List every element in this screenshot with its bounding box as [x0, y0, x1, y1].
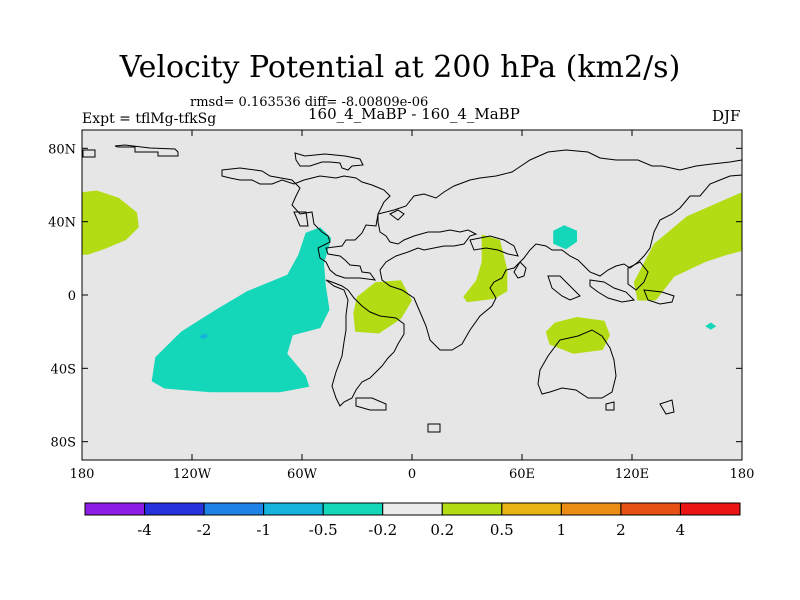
colorbar-swatch: [144, 502, 205, 516]
colorbar-label: 0.2: [430, 521, 454, 539]
colorbar-swatch: [501, 502, 562, 516]
negative-region-central-asia: [553, 225, 577, 250]
y-tick-label: 80S: [51, 436, 76, 451]
negative-region-south-pacific: [151, 227, 332, 393]
negative-spot-west-pacific: [705, 322, 717, 330]
colorbar-label: 4: [676, 521, 686, 539]
colorbar-swatch: [203, 502, 265, 516]
positive-region-north-pacific-east: [633, 192, 742, 301]
colorbar-label: -0.5: [309, 521, 338, 539]
colorbar-swatch: [263, 502, 324, 516]
positive-region-tropical-atlantic: [353, 280, 412, 334]
colorbar-swatch: [560, 502, 622, 516]
colorbar-swatch: [441, 502, 503, 516]
season-label: DJF: [712, 107, 741, 125]
colorbar-label: 0.5: [490, 521, 514, 539]
x-tick-label: 120W: [173, 467, 212, 482]
colorbar-swatch: [382, 502, 443, 516]
x-tick-label: 120E: [615, 467, 649, 482]
y-tick-label: 40S: [51, 362, 76, 377]
coastline-outlines: [82, 144, 743, 433]
x-tick-label: 60W: [287, 467, 318, 482]
positive-region-north-pacific-west: [82, 190, 139, 255]
y-tick-label: 80N: [48, 142, 76, 157]
map-background: [82, 130, 742, 460]
colorbar-label: -4: [137, 521, 152, 539]
x-tick-label: 180: [70, 467, 95, 482]
comparison-label: 160_4_MaBP - 160_4_MaBP: [308, 105, 520, 123]
colorbar-swatch: [322, 502, 384, 516]
x-tick-label: 180: [730, 467, 755, 482]
colorbar-label: -0.2: [368, 521, 397, 539]
colorbar-label: -1: [256, 521, 271, 539]
negative-spot-south-pacific: [199, 333, 209, 339]
y-tick-label: 40N: [48, 216, 76, 231]
colorbar-label: 1: [557, 521, 567, 539]
experiment-label: Expt = tflMg-tfkSg: [82, 111, 217, 127]
colorbar-swatch: [84, 502, 146, 516]
stats-line: rmsd= 0.163536 diff= -8.00809e-06: [190, 95, 429, 110]
y-tick-label: 0: [68, 289, 76, 304]
chart-title: Velocity Potential at 200 hPa (km2/s): [119, 50, 681, 85]
x-tick-label: 0: [408, 467, 416, 482]
colorbar-label: 2: [616, 521, 626, 539]
colorbar-swatch: [620, 502, 681, 516]
positive-region-indian-ocean: [545, 317, 610, 354]
positive-region-east-africa: [463, 234, 508, 303]
colorbar-label: -2: [197, 521, 212, 539]
x-tick-label: 60E: [509, 467, 535, 482]
colorbar-swatch: [679, 502, 741, 516]
